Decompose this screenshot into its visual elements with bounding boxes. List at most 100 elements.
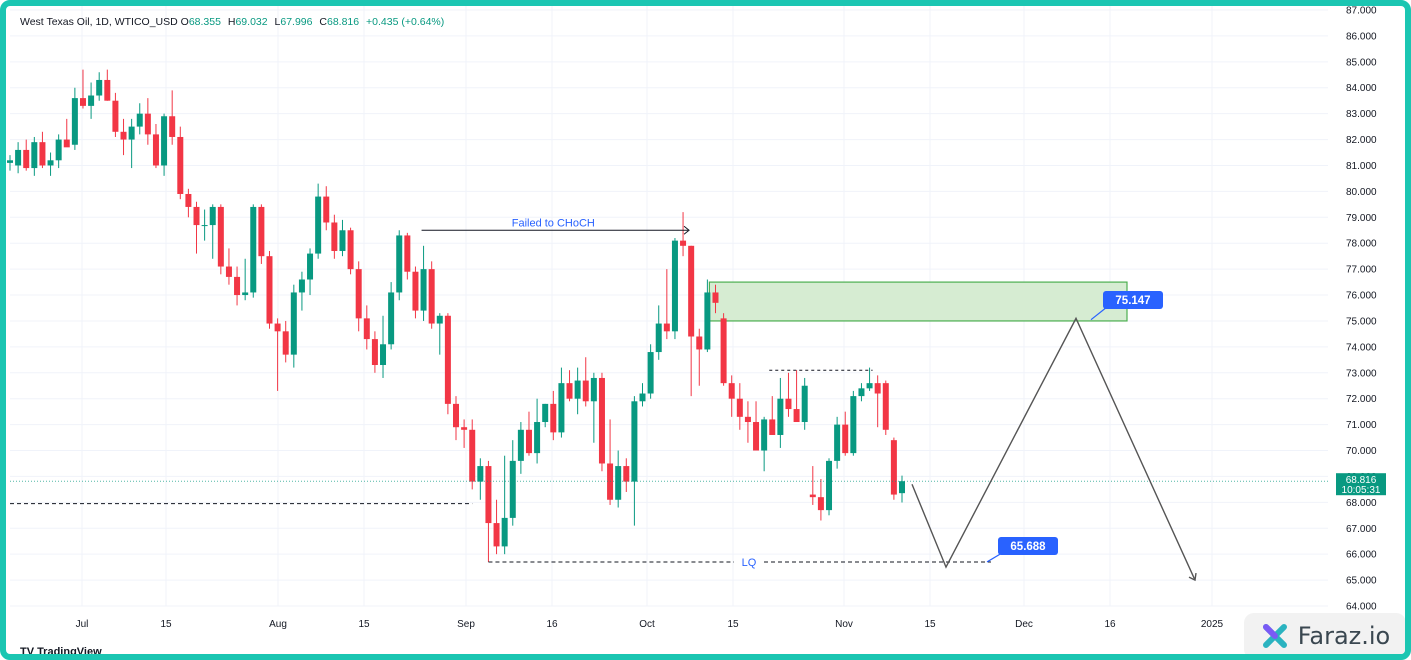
x-tick-label: Aug (269, 619, 287, 630)
projection-arrow-head (1188, 572, 1197, 582)
candle-body (842, 424, 849, 454)
faraz-name: Faraz.io (1297, 622, 1391, 650)
candle-body (209, 206, 216, 226)
choch-label: Failed to CHoCH (512, 217, 595, 229)
candle-body (31, 142, 38, 169)
candle-body (574, 380, 581, 399)
candle-body (242, 292, 249, 296)
candle-body (7, 160, 13, 163)
candle-body (177, 136, 184, 194)
candle-body (169, 116, 176, 137)
candle-body (598, 377, 605, 464)
y-tick-label: 74.000 (1346, 342, 1377, 353)
x-tick-label: 15 (358, 619, 370, 630)
supply-zone[interactable] (708, 281, 1128, 322)
low-value: 67.996 (280, 16, 313, 28)
candle-body (688, 245, 695, 337)
candle-body (201, 225, 208, 227)
y-tick-label: 78.000 (1346, 239, 1377, 250)
candle-body (193, 206, 200, 226)
candle-body (712, 292, 719, 303)
high-label: H (227, 16, 236, 28)
y-tick-label: 83.000 (1346, 109, 1377, 120)
candle-body (590, 377, 597, 402)
y-tick-label: 85.000 (1346, 57, 1377, 68)
candle-body (850, 396, 857, 454)
candle-body (542, 403, 549, 423)
candle-body (534, 422, 541, 454)
y-tick-label: 71.000 (1346, 420, 1377, 431)
y-tick-label: 73.000 (1346, 368, 1377, 379)
target-high-callout-box[interactable] (1103, 291, 1163, 309)
y-tick-label: 68.000 (1346, 498, 1377, 509)
y-tick-label: 87.000 (1346, 6, 1377, 17)
candle-body (696, 336, 703, 350)
candle-body (128, 126, 135, 140)
y-tick-label: 75.000 (1346, 316, 1377, 327)
candle-body (380, 344, 387, 366)
candle-body (307, 253, 314, 280)
candle-body (339, 230, 346, 251)
candle-body (647, 352, 654, 394)
x-tick-label: Oct (639, 619, 655, 630)
candle-body (96, 79, 103, 96)
price-tag-price: 68.816 (1346, 475, 1377, 486)
candle-body (15, 149, 22, 166)
low-label: L (274, 16, 281, 28)
candle-body (882, 383, 889, 430)
candle-body (890, 440, 897, 495)
projection-path (911, 316, 1196, 581)
high-value: 69.032 (235, 16, 268, 28)
candle-body (225, 266, 232, 277)
candle-body (331, 222, 338, 251)
candle-body (453, 403, 459, 428)
y-tick-label: 80.000 (1346, 187, 1377, 198)
x-tick-label: Jul (76, 619, 89, 630)
candle-body (104, 79, 111, 101)
candle-body (234, 276, 241, 296)
candle-body (566, 383, 573, 399)
candle-body (785, 398, 792, 410)
candle-body (347, 230, 354, 270)
candle-body (801, 385, 808, 423)
candle-body (639, 393, 646, 402)
lq-label: LQ (742, 557, 757, 569)
candle-body (525, 429, 532, 454)
candle-body (834, 424, 841, 461)
candle-body (874, 383, 881, 394)
candle-body (485, 466, 492, 524)
y-tick-label: 79.000 (1346, 213, 1377, 224)
candle-body (420, 269, 427, 311)
candle-body (217, 206, 224, 267)
target-high-callout-pointer (1090, 306, 1108, 321)
candle-body (704, 292, 711, 350)
target-low-callout-label: 65.688 (1010, 541, 1046, 553)
candle-body (404, 235, 411, 272)
candle-body (826, 460, 833, 511)
candle-body (753, 422, 760, 451)
candle-body (671, 240, 678, 332)
candle-body (428, 269, 435, 324)
target-low-callout-box[interactable] (998, 537, 1058, 555)
tradingview-icon: TV (20, 646, 35, 658)
candle-body (461, 427, 468, 430)
y-tick-label: 77.000 (1346, 265, 1377, 276)
candle-body (23, 149, 30, 169)
candle-body (266, 256, 273, 324)
x-tick-label: 15 (924, 619, 936, 630)
candle-body (144, 113, 151, 135)
y-tick-label: 81.000 (1346, 161, 1377, 172)
faraz-logo-icon (1262, 624, 1287, 648)
close-value: 68.816 (327, 16, 360, 28)
y-tick-label: 65.000 (1346, 576, 1377, 587)
price-chart[interactable]: 64.00065.00066.00067.00068.00069.00070.0… (6, 6, 1405, 654)
candle-body (493, 523, 500, 547)
candle-body (899, 481, 905, 494)
candle-body (769, 419, 776, 435)
price-tag-countdown: 10:05:31 (1342, 485, 1381, 496)
tradingview-logo[interactable]: TV TradingView (20, 646, 102, 658)
candle-body (120, 131, 127, 140)
candle-body (793, 409, 800, 423)
candle-body (250, 206, 257, 293)
